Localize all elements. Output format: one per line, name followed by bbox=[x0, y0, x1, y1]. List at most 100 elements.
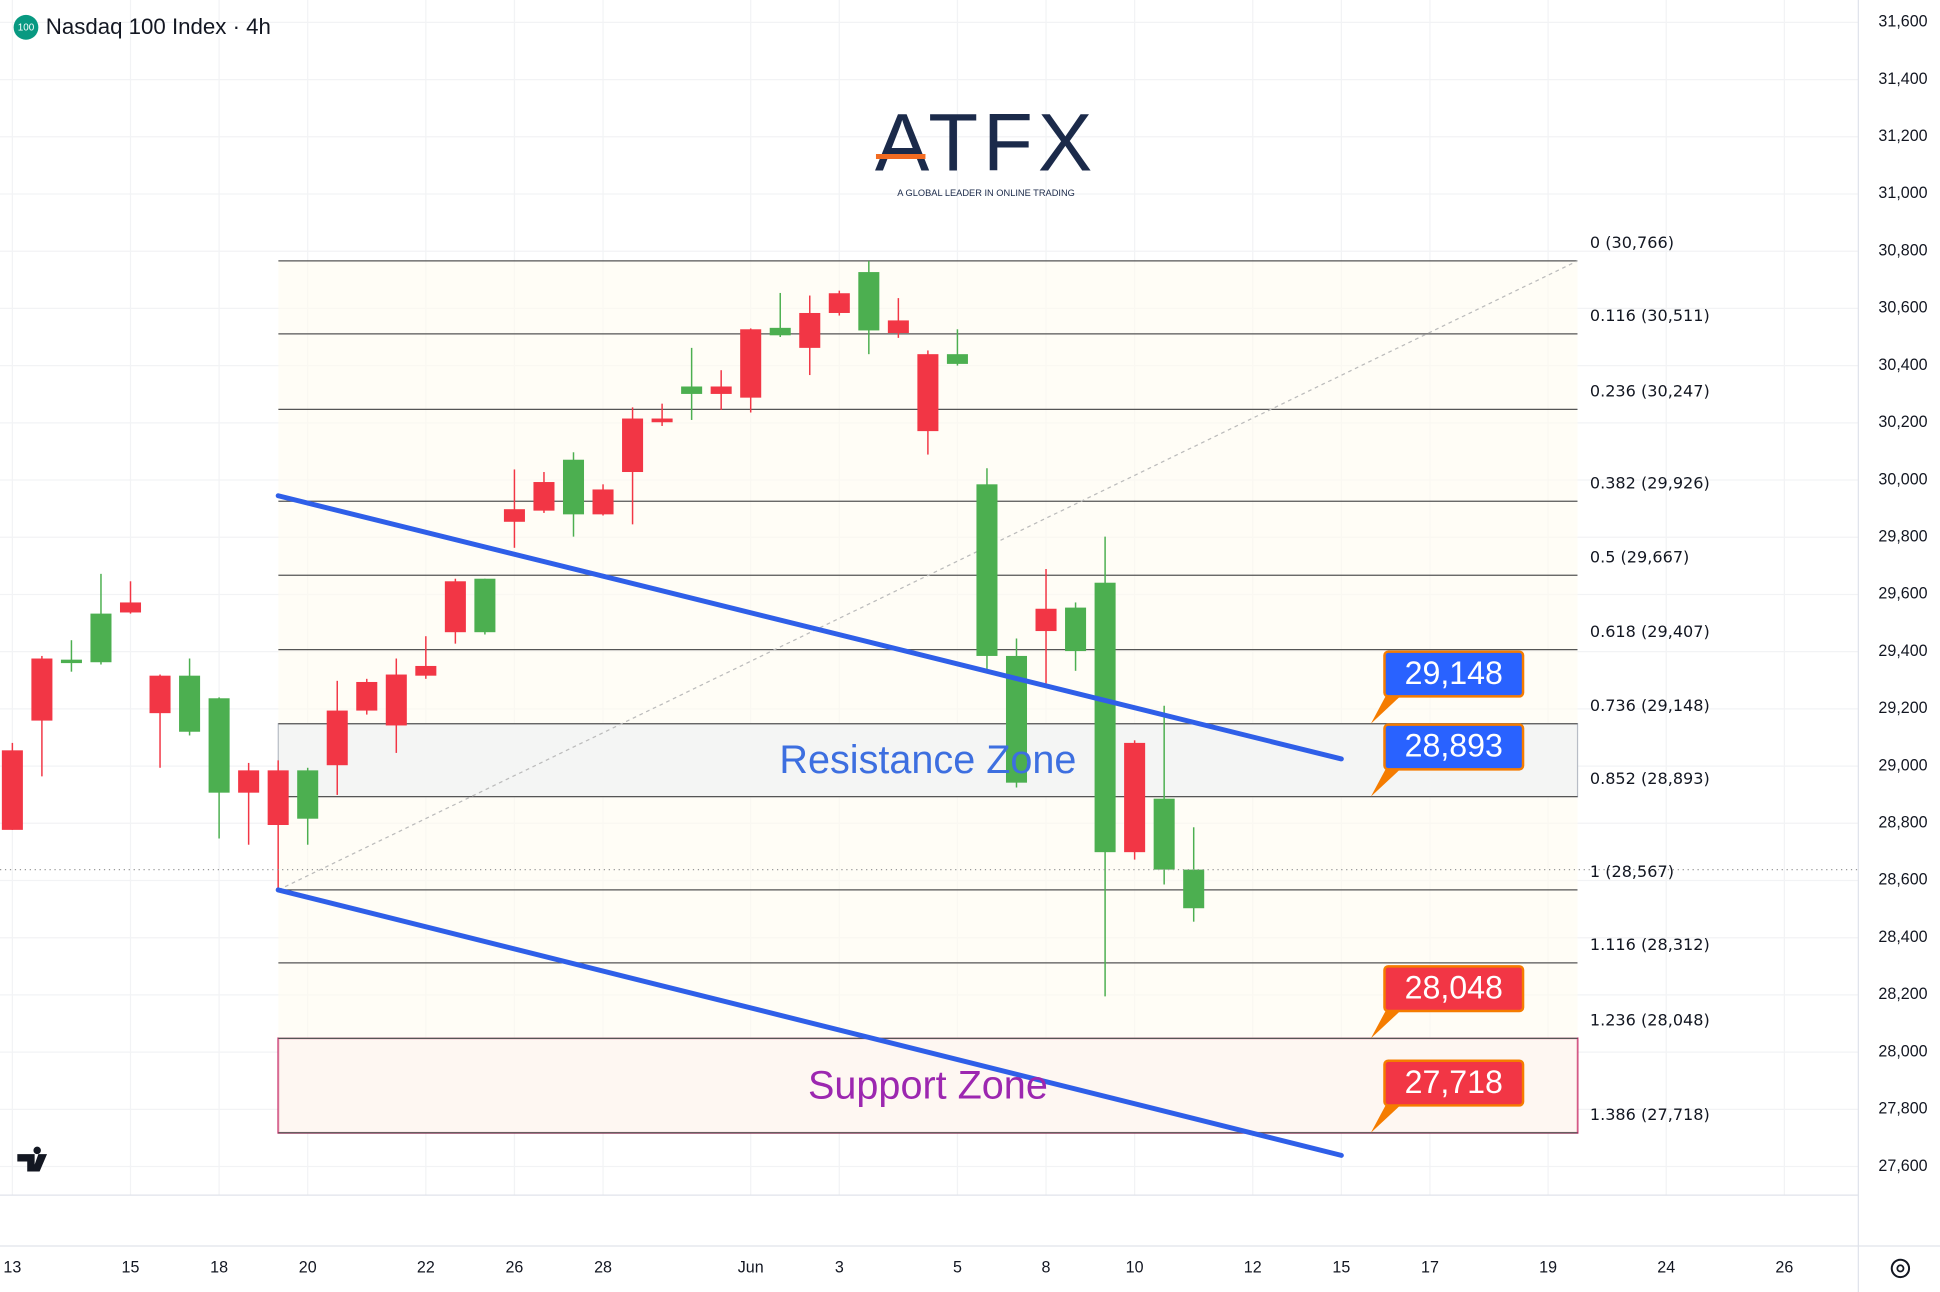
candle-body bbox=[474, 578, 496, 633]
x-tick-label: 13 bbox=[3, 1259, 21, 1277]
fib-label: 1.116 (28,312) bbox=[1590, 935, 1710, 954]
y-tick-label: 28,800 bbox=[1878, 814, 1927, 832]
zone-label: Support Zone bbox=[808, 1063, 1048, 1107]
trendline bbox=[275, 493, 1344, 762]
x-tick-label: 24 bbox=[1657, 1259, 1675, 1277]
tv-logo[interactable] bbox=[17, 1146, 48, 1172]
fib-label: 0.236 (30,247) bbox=[1590, 381, 1710, 400]
y-tick-label: 28,400 bbox=[1878, 928, 1927, 946]
y-tick-label: 29,400 bbox=[1878, 642, 1927, 660]
candle-body bbox=[562, 459, 585, 515]
y-tick-label: 29,000 bbox=[1878, 756, 1927, 774]
y-tick-label: 30,600 bbox=[1878, 299, 1927, 317]
x-tick-label: 12 bbox=[1244, 1259, 1262, 1277]
y-tick-label: 29,800 bbox=[1878, 527, 1927, 545]
x-tick-label: 15 bbox=[1332, 1259, 1350, 1277]
candle-body bbox=[1124, 742, 1146, 853]
callout-pointer bbox=[1370, 1100, 1406, 1133]
x-tick-label: 8 bbox=[1042, 1259, 1051, 1277]
candle-body bbox=[622, 418, 644, 473]
candle-body bbox=[681, 386, 703, 394]
fib-label: 1.236 (28,048) bbox=[1590, 1010, 1710, 1029]
candle-body bbox=[267, 770, 289, 825]
candle-body bbox=[1, 750, 23, 830]
candle-body bbox=[917, 354, 939, 432]
candle-body bbox=[946, 354, 968, 364]
candle-body bbox=[356, 681, 378, 711]
y-tick-label: 30,000 bbox=[1878, 470, 1927, 488]
labels: 27,600 27,800 28,000 28,200 28,400 28,600 28,8… bbox=[3, 13, 1927, 1277]
candle-body bbox=[769, 327, 791, 336]
candle-body bbox=[90, 613, 112, 663]
x-tick-label: 10 bbox=[1126, 1259, 1144, 1277]
candle-body bbox=[1005, 655, 1028, 783]
callout-label: 27,718 bbox=[1405, 1064, 1503, 1100]
x-tick-label: 26 bbox=[505, 1259, 523, 1277]
y-tick-label: 30,800 bbox=[1878, 241, 1927, 259]
candle-body bbox=[828, 293, 850, 313]
candle-body bbox=[799, 312, 821, 348]
x-tick-label: 18 bbox=[210, 1259, 228, 1277]
candle-body bbox=[179, 675, 201, 732]
x-tick-label: 19 bbox=[1539, 1259, 1557, 1277]
y-tick-label: 29,600 bbox=[1878, 585, 1927, 603]
x-tick-label: 22 bbox=[417, 1259, 435, 1277]
y-tick-label: 30,200 bbox=[1878, 413, 1927, 431]
candle-body bbox=[119, 602, 142, 613]
fib-label: 0.5 (29,667) bbox=[1590, 547, 1689, 566]
x-tick-label: Jun bbox=[738, 1259, 764, 1277]
candle-body bbox=[1094, 582, 1116, 853]
y-tick-label: 27,600 bbox=[1878, 1157, 1927, 1175]
fib-label: 0.382 (29,926) bbox=[1590, 473, 1710, 492]
y-tick-label: 31,000 bbox=[1878, 184, 1927, 202]
candle-body bbox=[60, 659, 82, 664]
y-tick-label: 31,200 bbox=[1878, 127, 1927, 145]
logo-text: ATFX bbox=[875, 98, 1097, 189]
callout-box bbox=[1383, 723, 1525, 771]
callout-box bbox=[1383, 1059, 1525, 1107]
candle-body bbox=[415, 665, 437, 676]
symbol-title[interactable]: Nasdaq 100 Index · 4h bbox=[46, 14, 271, 39]
y-tick-label: 31,400 bbox=[1878, 70, 1927, 88]
candle-body bbox=[1065, 607, 1087, 652]
y-tick-label: 28,200 bbox=[1878, 985, 1927, 1003]
candle-body bbox=[740, 329, 762, 398]
x-tick-label: 5 bbox=[953, 1259, 962, 1277]
y-tick-label: 27,800 bbox=[1878, 1100, 1927, 1118]
candle-body bbox=[297, 770, 319, 819]
settings-icon-center bbox=[1896, 1264, 1905, 1273]
candle-body bbox=[503, 509, 525, 522]
y-tick-label: 28,600 bbox=[1878, 871, 1927, 889]
candle-body bbox=[208, 698, 230, 793]
candle-body bbox=[1183, 869, 1205, 909]
fib-trend bbox=[278, 260, 1578, 891]
symbol-icon bbox=[13, 14, 39, 40]
callout-label: 28,893 bbox=[1405, 728, 1503, 764]
candle-body bbox=[858, 272, 880, 331]
logo-tagline: A GLOBAL LEADER IN ONLINE TRADING bbox=[897, 188, 1075, 198]
x-tick-label: 26 bbox=[1775, 1259, 1793, 1277]
fib-label: 1 (28,567) bbox=[1590, 862, 1674, 881]
callout-box bbox=[1383, 965, 1525, 1013]
candle-body bbox=[149, 675, 171, 714]
x-tick-label: 20 bbox=[299, 1259, 317, 1277]
candle-body bbox=[1153, 798, 1175, 870]
y-tick-label: 30,400 bbox=[1878, 356, 1927, 374]
callout-label: 29,148 bbox=[1405, 655, 1503, 691]
fib-label: 0.736 (29,148) bbox=[1590, 696, 1710, 715]
candle-body bbox=[238, 770, 260, 793]
candle-body bbox=[385, 674, 407, 726]
candle-body bbox=[887, 320, 909, 334]
fib-label: 0.618 (29,407) bbox=[1590, 622, 1710, 641]
candle-body bbox=[533, 482, 555, 511]
callout-pointer bbox=[1370, 764, 1406, 797]
candle-body bbox=[710, 386, 732, 394]
callout-pointer bbox=[1370, 1006, 1406, 1039]
candle-body bbox=[1035, 608, 1057, 632]
candle-body bbox=[31, 658, 53, 721]
y-tick-label: 29,200 bbox=[1878, 699, 1927, 717]
settings-icon[interactable] bbox=[1890, 1258, 1911, 1279]
x-tick-label: 15 bbox=[122, 1259, 140, 1277]
x-tick-label: 28 bbox=[594, 1259, 612, 1277]
fib-label: 0.116 (30,511) bbox=[1590, 306, 1710, 325]
